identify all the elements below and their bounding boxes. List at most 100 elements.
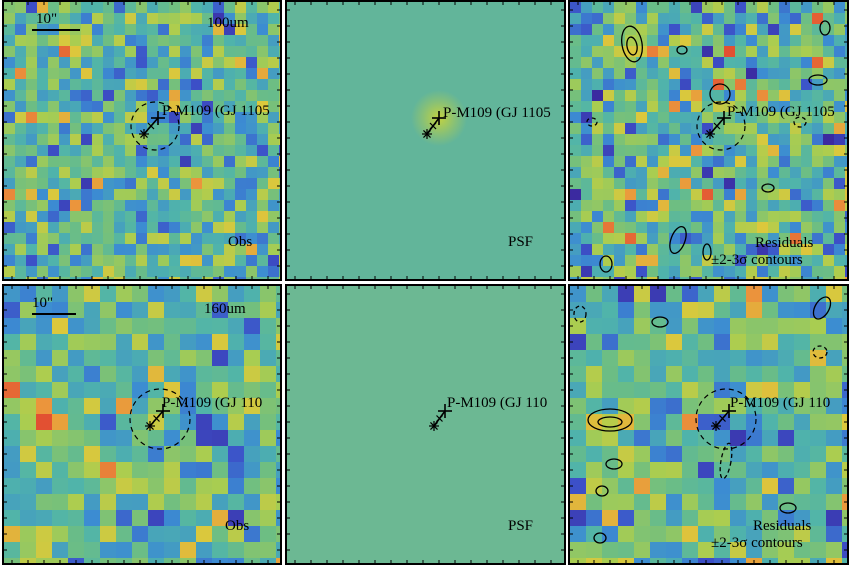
map-pixel — [713, 266, 725, 278]
map-pixel — [680, 145, 692, 157]
map-pixel — [779, 24, 791, 36]
map-pixel — [570, 46, 582, 58]
map-pixel — [779, 2, 791, 14]
map-pixel — [196, 302, 213, 319]
map-pixel — [801, 2, 813, 14]
map-pixel — [730, 430, 747, 447]
map-pixel — [246, 189, 258, 201]
map-pixel — [164, 478, 181, 495]
map-pixel — [713, 35, 725, 47]
map-pixel — [647, 57, 659, 69]
map-pixel — [682, 542, 699, 559]
map-pixel — [114, 57, 126, 69]
map-pixel — [581, 244, 593, 256]
map-pixel — [614, 35, 626, 47]
map-pixel — [114, 233, 126, 245]
map-pixel — [132, 318, 149, 335]
map-pixel — [116, 494, 133, 511]
map-pixel — [713, 200, 725, 212]
map-pixel — [26, 244, 38, 256]
map-pixel — [191, 156, 203, 168]
map-pixel — [257, 200, 269, 212]
map-pixel — [810, 430, 827, 447]
axis-ticks — [570, 286, 847, 563]
map-pixel — [125, 222, 137, 234]
map-pixel — [603, 46, 615, 58]
map-pixel — [602, 302, 619, 319]
map-pixel — [116, 430, 133, 447]
map-pixel — [810, 414, 827, 431]
map-pixel — [801, 112, 813, 124]
map-pixel — [834, 57, 846, 69]
map-pixel — [570, 510, 587, 527]
map-pixel — [246, 167, 258, 179]
map-pixel — [48, 255, 60, 267]
map-pixel — [724, 211, 736, 223]
map-pixel — [810, 462, 827, 479]
map-pixel — [70, 255, 82, 267]
map-pixel — [801, 101, 813, 113]
map-pixel — [680, 24, 692, 36]
map-pixel — [810, 510, 827, 527]
map-pixel — [196, 318, 213, 335]
map-pixel — [68, 366, 85, 383]
map-pixel — [669, 13, 681, 25]
map-pixel — [15, 222, 27, 234]
map-pixel — [70, 35, 82, 47]
map-pixel — [213, 266, 225, 278]
map-pixel — [713, 90, 725, 102]
map-pixel — [746, 167, 758, 179]
map-pixel — [68, 398, 85, 415]
map-pixel — [602, 382, 619, 399]
map-pixel — [682, 318, 699, 335]
map-pixel — [114, 2, 126, 14]
map-pixel — [52, 334, 69, 351]
map-pixel — [191, 46, 203, 58]
map-pixel — [260, 350, 277, 367]
map-pixel — [132, 302, 149, 319]
map-pixel — [70, 266, 82, 278]
map-pixel — [625, 112, 637, 124]
map-pixel — [246, 79, 258, 91]
map-pixel — [279, 90, 280, 102]
map-pixel — [196, 446, 213, 463]
map-pixel — [691, 255, 703, 267]
map-pixel — [570, 156, 582, 168]
map-pixel — [834, 156, 846, 168]
map-pixel — [180, 318, 197, 335]
map-pixel — [603, 244, 615, 256]
map-pixel — [603, 178, 615, 190]
map-pixel — [213, 145, 225, 157]
map-pixel — [37, 222, 49, 234]
map-pixel — [762, 414, 779, 431]
map-pixel — [4, 255, 16, 267]
map-pixel — [826, 430, 843, 447]
map-pixel — [625, 244, 637, 256]
map-pixel — [735, 145, 747, 157]
map-pixel — [768, 90, 780, 102]
map-pixel — [636, 123, 648, 135]
map-pixel — [713, 189, 725, 201]
map-pixel — [812, 156, 824, 168]
map-pixel — [191, 57, 203, 69]
map-pixel — [235, 222, 247, 234]
map-pixel — [834, 178, 846, 190]
map-pixel — [180, 255, 192, 267]
map-pixel — [586, 334, 603, 351]
map-pixel — [260, 318, 277, 335]
map-pixel — [724, 46, 736, 58]
map-pixel — [768, 255, 780, 267]
map-pixel — [70, 145, 82, 157]
map-pixel — [618, 366, 635, 383]
map-pixel — [790, 35, 802, 47]
map-pixel — [235, 13, 247, 25]
map-pixel — [125, 13, 137, 25]
map-pixel — [180, 398, 197, 415]
map-pixel — [581, 178, 593, 190]
map-pixel — [26, 134, 38, 146]
map-pixel — [15, 2, 27, 14]
map-pixel — [650, 382, 667, 399]
map-pixel — [658, 255, 670, 267]
map-pixel — [268, 101, 280, 113]
map-pixel — [235, 156, 247, 168]
